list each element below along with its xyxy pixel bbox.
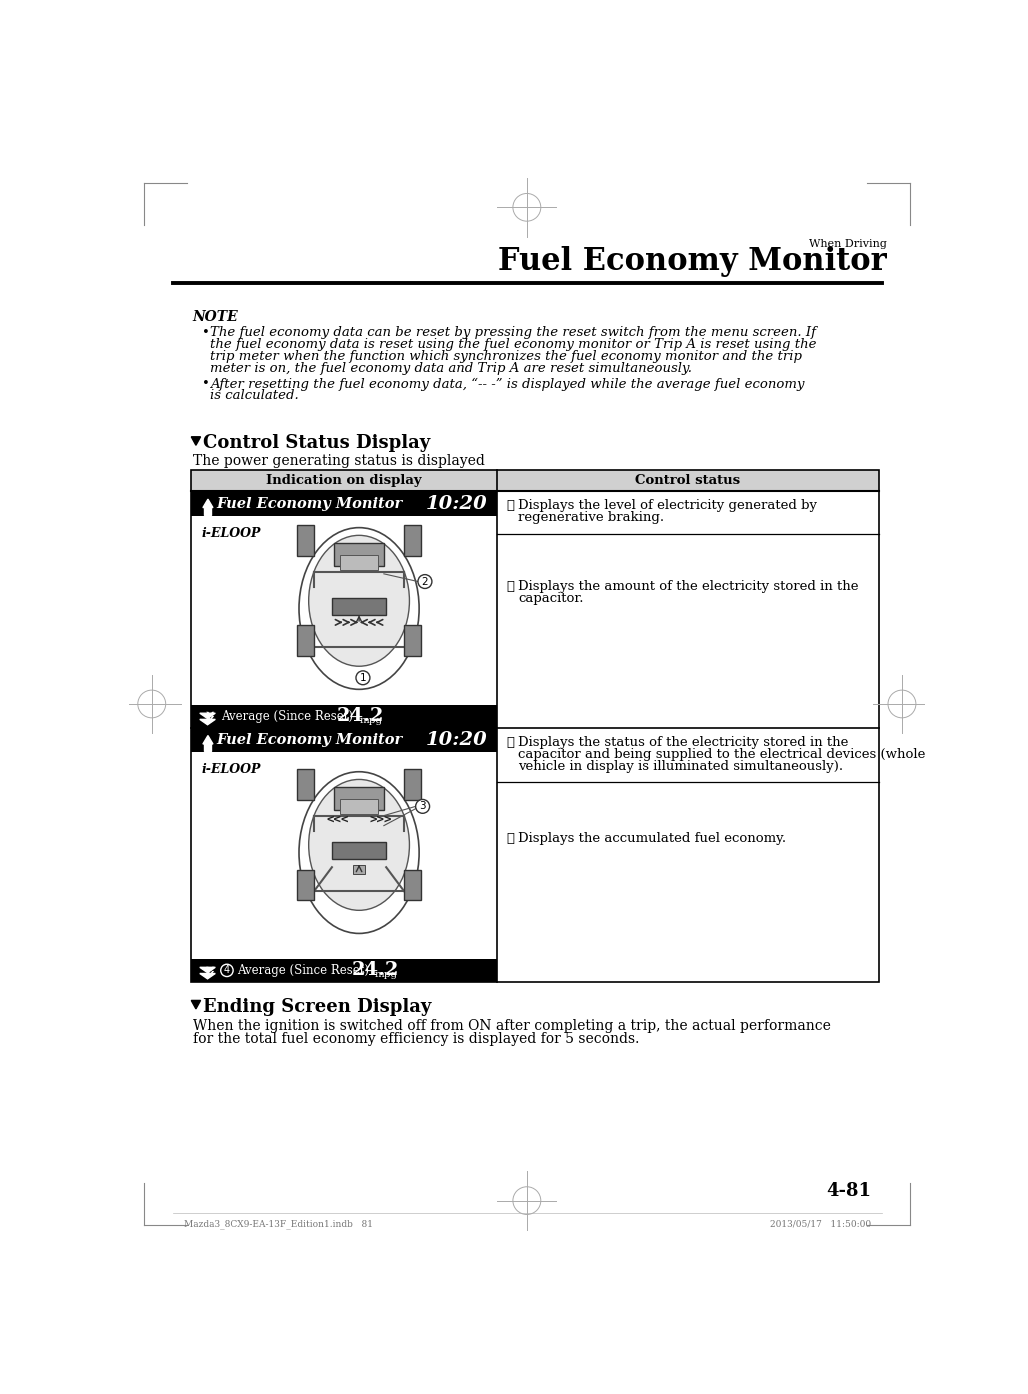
Polygon shape [191,1001,200,1009]
Text: >>>: >>> [369,813,392,827]
Text: Fuel Economy Monitor: Fuel Economy Monitor [216,733,402,747]
Text: Average (Since Reset): Average (Since Reset) [237,963,369,977]
Text: 1: 1 [360,673,366,683]
Text: capacitor and being supplied to the electrical devices (whole: capacitor and being supplied to the elec… [518,747,925,761]
Text: ③: ③ [506,736,514,749]
Text: •: • [200,378,209,390]
Text: Displays the level of electricity generated by: Displays the level of electricity genera… [518,499,817,512]
Text: ①: ① [506,499,514,512]
Circle shape [356,671,370,684]
Text: 10:20: 10:20 [426,495,487,513]
Polygon shape [205,507,212,514]
Text: The power generating status is displayed: The power generating status is displayed [193,453,484,468]
Text: for the total fuel economy efficiency is displayed for 5 seconds.: for the total fuel economy efficiency is… [193,1032,639,1046]
Text: mpg: mpg [375,970,398,979]
Text: After resetting the fuel economy data, “-- -” is displayed while the average fue: After resetting the fuel economy data, “… [210,378,804,390]
Text: 10:20: 10:20 [426,732,487,749]
Text: <<<: <<< [326,813,348,827]
Bar [334,788,383,810]
Text: i-ELOOP: i-ELOOP [201,764,261,776]
Text: 2013/05/17   11:50:00: 2013/05/17 11:50:00 [770,1220,871,1230]
Bar [332,598,387,615]
Text: trip meter when the function which synchronizes the fuel economy monitor and the: trip meter when the function which synch… [210,350,802,362]
Circle shape [415,799,430,813]
Polygon shape [199,967,215,973]
Text: Displays the status of the electricity stored in the: Displays the status of the electricity s… [518,736,849,749]
Text: 24.2: 24.2 [336,707,383,725]
Bar [404,626,421,657]
Ellipse shape [308,779,409,910]
Text: ②: ② [506,580,514,592]
Bar [332,842,387,859]
Ellipse shape [308,535,409,666]
Text: »: » [198,965,217,976]
Text: »: » [198,711,217,722]
Text: Control status: Control status [635,474,740,487]
Polygon shape [191,436,200,445]
Text: capacitor.: capacitor. [518,592,584,605]
Polygon shape [199,714,215,718]
Bar [190,705,497,728]
Text: 4: 4 [224,966,230,976]
Polygon shape [205,744,212,751]
Text: Fuel Economy Monitor: Fuel Economy Monitor [498,245,886,276]
Text: NOTE: NOTE [193,311,238,325]
Bar [297,769,315,800]
Polygon shape [203,736,213,744]
Bar [339,799,378,814]
Bar [339,555,378,570]
Text: When the ignition is switched off from ON after completing a trip, the actual pe: When the ignition is switched off from O… [193,1019,831,1033]
Polygon shape [203,499,213,507]
Text: The fuel economy data can be reset by pressing the reset switch from the menu sc: The fuel economy data can be reset by pr… [210,326,816,339]
Circle shape [418,574,432,588]
Text: regenerative braking.: regenerative braking. [518,512,664,524]
Text: Control Status Display: Control Status Display [203,435,430,453]
Bar [297,526,315,556]
Bar [297,870,315,901]
Text: Fuel Economy Monitor: Fuel Economy Monitor [216,496,402,510]
Text: •: • [200,326,209,339]
Text: 4-81: 4-81 [825,1182,871,1200]
Text: Ending Screen Display: Ending Screen Display [203,998,432,1016]
Bar [353,864,365,874]
Bar [190,492,497,516]
Text: is calculated.: is calculated. [210,389,298,403]
Text: Average (Since Reset): Average (Since Reset) [221,710,354,723]
Text: Displays the amount of the electricity stored in the: Displays the amount of the electricity s… [518,580,858,592]
Bar [190,470,879,492]
Text: i-ELOOP: i-ELOOP [201,527,261,539]
Bar [190,959,497,981]
Text: 24.2: 24.2 [352,962,399,980]
Text: mpg: mpg [360,715,382,725]
Bar [297,626,315,657]
Text: vehicle in display is illuminated simultaneously).: vehicle in display is illuminated simult… [518,760,843,774]
Text: the fuel economy data is reset using the fuel economy monitor or Trip A is reset: the fuel economy data is reset using the… [210,337,816,351]
Bar [404,526,421,556]
Bar [190,470,879,981]
Text: Mazda3_8CX9-EA-13F_Edition1.indb   81: Mazda3_8CX9-EA-13F_Edition1.indb 81 [184,1220,373,1230]
Polygon shape [199,719,215,725]
Polygon shape [199,973,215,979]
Text: When Driving: When Driving [809,238,886,250]
Bar [334,544,383,566]
Bar [404,870,421,901]
Text: ④: ④ [506,832,514,845]
Bar [190,728,497,753]
Text: 2: 2 [421,577,429,587]
Text: 3: 3 [419,802,426,811]
Text: meter is on, the fuel economy data and Trip A are reset simultaneously.: meter is on, the fuel economy data and T… [210,361,692,375]
Bar [404,769,421,800]
Text: Displays the accumulated fuel economy.: Displays the accumulated fuel economy. [518,832,786,845]
Text: Indication on display: Indication on display [266,474,421,487]
